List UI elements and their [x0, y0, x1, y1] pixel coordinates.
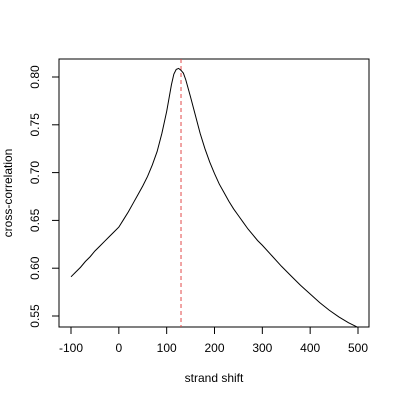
y-axis-label: cross-correlation: [1, 149, 15, 238]
y-tick-label: 0.80: [28, 65, 42, 89]
x-tick-label: 300: [252, 341, 272, 355]
y-tick-label: 0.70: [28, 161, 42, 185]
y-tick-label: 0.55: [28, 304, 42, 328]
x-tick-label: 0: [115, 341, 122, 355]
x-tick-label: 500: [348, 341, 368, 355]
cross-correlation-line: [70, 67, 359, 328]
y-tick-label: 0.60: [28, 256, 42, 280]
x-axis: -100 0 100 200 300 400 500: [59, 326, 368, 355]
x-tick-label: 100: [157, 341, 177, 355]
y-tick-label: 0.65: [28, 208, 42, 232]
x-tick-label: 400: [300, 341, 320, 355]
x-tick-label: -100: [59, 341, 83, 355]
y-tick-label: 0.75: [28, 113, 42, 137]
y-axis: 0.55 0.60 0.65 0.70 0.75 0.80: [28, 65, 60, 328]
x-tick-label: 200: [204, 341, 224, 355]
x-axis-label: strand shift: [185, 371, 244, 385]
